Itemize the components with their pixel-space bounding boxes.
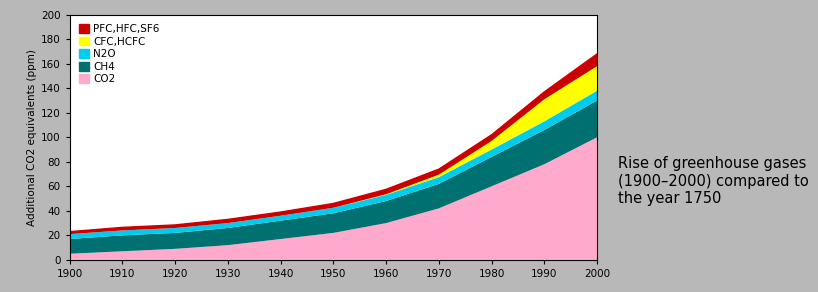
- Y-axis label: Additional CO2 equivalents (ppm): Additional CO2 equivalents (ppm): [27, 49, 37, 226]
- Text: Rise of greenhouse gases
(1900–2000) compared to
the year 1750: Rise of greenhouse gases (1900–2000) com…: [618, 156, 808, 206]
- Legend: PFC,HFC,SF6, CFC,HCFC, N2O, CH4, CO2: PFC,HFC,SF6, CFC,HCFC, N2O, CH4, CO2: [74, 20, 164, 88]
